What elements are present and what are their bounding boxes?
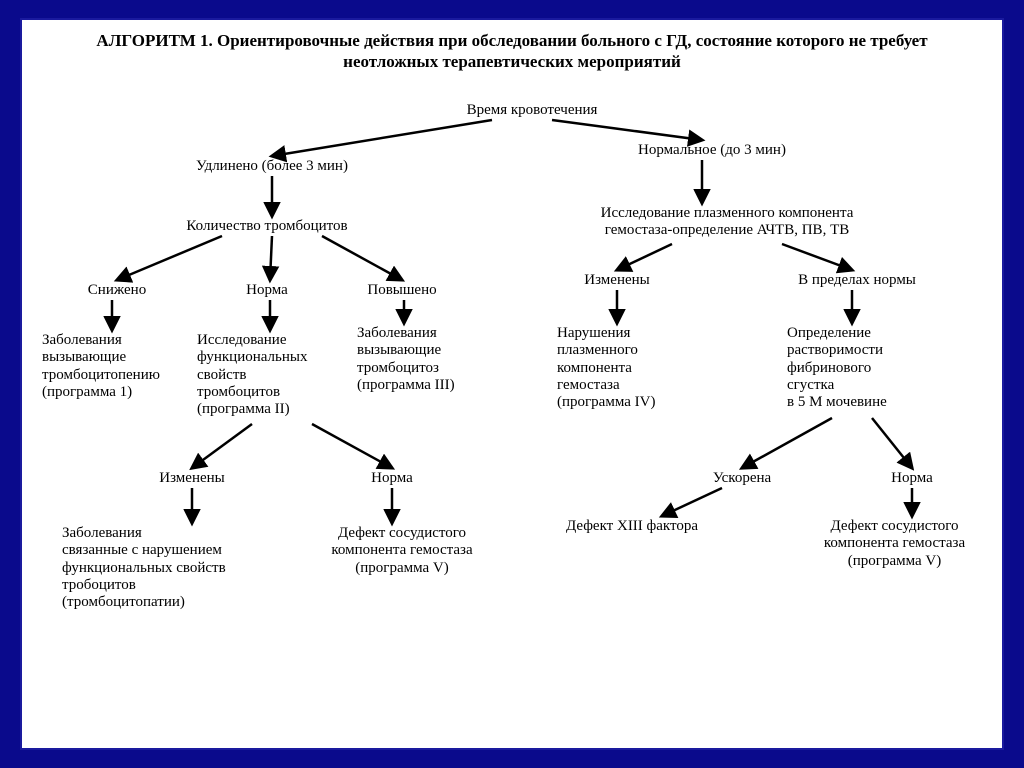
node-n4: Количество тромбоцитов	[162, 218, 372, 235]
node-n7: Норма	[232, 282, 302, 299]
edge-5	[270, 236, 272, 280]
node-n5: Исследование плазменного компонента гемо…	[577, 205, 877, 240]
node-n19: Норма	[872, 470, 952, 487]
edge-1	[552, 120, 702, 140]
edge-16	[742, 418, 832, 468]
edge-4	[117, 236, 222, 280]
node-n18: Ускорена	[692, 470, 792, 487]
edge-8	[782, 244, 852, 270]
edge-7	[617, 244, 672, 270]
edge-17	[872, 418, 912, 468]
node-n1: Время кровотечения	[442, 102, 622, 119]
node-n11: Заболевания вызывающие тромбоцитопению (…	[42, 332, 192, 401]
node-n23: Дефект сосудистого компонента гемостаза …	[797, 518, 992, 570]
edge-20	[662, 488, 722, 516]
node-n6: Снижено	[72, 282, 162, 299]
edge-6	[322, 236, 402, 280]
node-n3: Нормальное (до 3 мин)	[612, 142, 812, 159]
node-n20: Заболевания связанные с нарушением функц…	[62, 525, 292, 611]
node-n8: Повышено	[352, 282, 452, 299]
diagram-title: АЛГОРИТМ 1. Ориентировочные действия при…	[82, 30, 942, 73]
node-n16: Изменены	[142, 470, 242, 487]
node-n15: Определение растворимости фибринового сг…	[787, 325, 937, 411]
node-n9: Изменены	[567, 272, 667, 289]
node-n22: Дефект XIII фактора	[547, 518, 717, 535]
node-n10: В пределах нормы	[772, 272, 942, 289]
edge-14	[192, 424, 252, 468]
edge-15	[312, 424, 392, 468]
edge-0	[272, 120, 492, 156]
node-n21: Дефект сосудистого компонента гемостаза …	[302, 525, 502, 577]
node-n13: Заболевания вызывающие тромбоцитоз (прог…	[357, 325, 497, 394]
node-n14: Нарушения плазменного компонента гемоста…	[557, 325, 697, 411]
slide-container: АЛГОРИТМ 1. Ориентировочные действия при…	[20, 18, 1004, 750]
node-n2: Удлинено (более 3 мин)	[172, 158, 372, 175]
node-n17: Норма	[352, 470, 432, 487]
node-n12: Исследование функциональных свойств тром…	[197, 332, 347, 418]
